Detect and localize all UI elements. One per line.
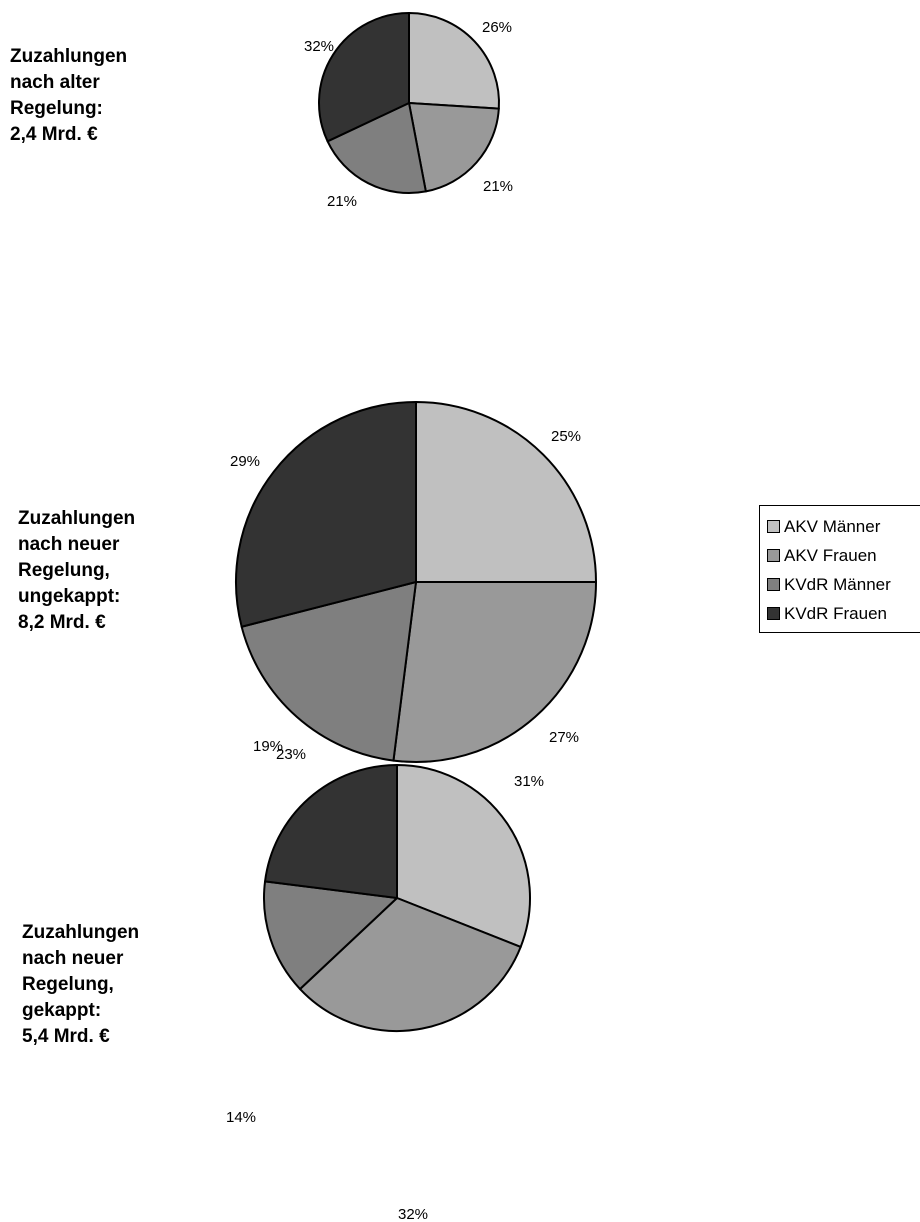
pie-1-data-label-akv-frauen: 21% — [483, 178, 513, 195]
pie-chart-1: 26% 21% 21% 32% — [304, 12, 513, 210]
legend-item-kvdr-frauen: KVdR Frauen — [767, 599, 920, 628]
pie-2-slice-kvdr-frauen — [235, 401, 417, 628]
legend-label: KVdR Frauen — [784, 603, 887, 623]
legend-item-kvdr-maenner: KVdR Männer — [767, 570, 920, 599]
pie-3-data-label-kvdr-maenner: 14% — [226, 1109, 256, 1126]
pie-3-slice-akv-maenner — [396, 764, 531, 948]
legend-label: AKV Frauen — [784, 545, 877, 565]
pie-1-slice-kvdr-frauen — [318, 12, 410, 143]
pie-2-data-label-kvdr-frauen: 29% — [230, 453, 260, 470]
pie-1-slice-akv-frauen — [408, 102, 500, 193]
pie-3-data-label-kvdr-frauen: 23% — [276, 746, 306, 763]
pie-3-slice-kvdr-maenner — [263, 880, 398, 991]
pie-chart-3: 31% 32% 14% 23% — [226, 746, 544, 1222]
pie-3-data-label-akv-frauen: 32% — [398, 1206, 428, 1222]
pie-1-slice-akv-maenner — [408, 12, 500, 110]
pie-2-data-label-kvdr-maenner: 19% — [253, 738, 283, 755]
chart-3-title: Zuzahlungen nach neuer Regelung, gekappt… — [22, 922, 140, 1047]
legend-label: KVdR Männer — [784, 574, 891, 594]
pie-1-data-label-kvdr-frauen: 32% — [304, 38, 334, 55]
pie-3-data-label-akv-maenner: 31% — [514, 773, 544, 790]
pie-2-data-label-akv-frauen: 27% — [549, 729, 579, 746]
pie-1-slice-kvdr-maenner — [326, 102, 427, 194]
pie-1-data-label-akv-maenner: 26% — [482, 19, 512, 36]
pie-3-slice-akv-frauen — [299, 897, 522, 1032]
legend: AKV Männer AKV Frauen KVdR Männer KVdR F… — [759, 505, 920, 633]
legend-swatch-kvdr-maenner — [767, 578, 780, 591]
pie-1-data-label-kvdr-maenner: 21% — [327, 193, 357, 210]
legend-item-akv-maenner: AKV Männer — [767, 512, 920, 541]
legend-swatch-akv-maenner — [767, 520, 780, 533]
pie-2-slice-akv-frauen — [392, 581, 597, 763]
pie-chart-2: 25% 27% 19% 29% — [230, 401, 597, 763]
legend-swatch-akv-frauen — [767, 549, 780, 562]
legend-item-akv-frauen: AKV Frauen — [767, 541, 920, 570]
pie-3-slice-kvdr-frauen — [264, 764, 398, 899]
legend-swatch-kvdr-frauen — [767, 607, 780, 620]
pie-2-data-label-akv-maenner: 25% — [551, 428, 581, 445]
legend-label: AKV Männer — [784, 516, 881, 536]
pie-2-slice-akv-maenner — [415, 401, 597, 583]
chart-1-title: Zuzahlungen nach alter Regelung: 2,4 Mrd… — [10, 46, 128, 145]
chart-2-title: Zuzahlungen nach neuer Regelung, ungekap… — [18, 508, 136, 633]
pie-2-slice-kvdr-maenner — [240, 581, 417, 762]
